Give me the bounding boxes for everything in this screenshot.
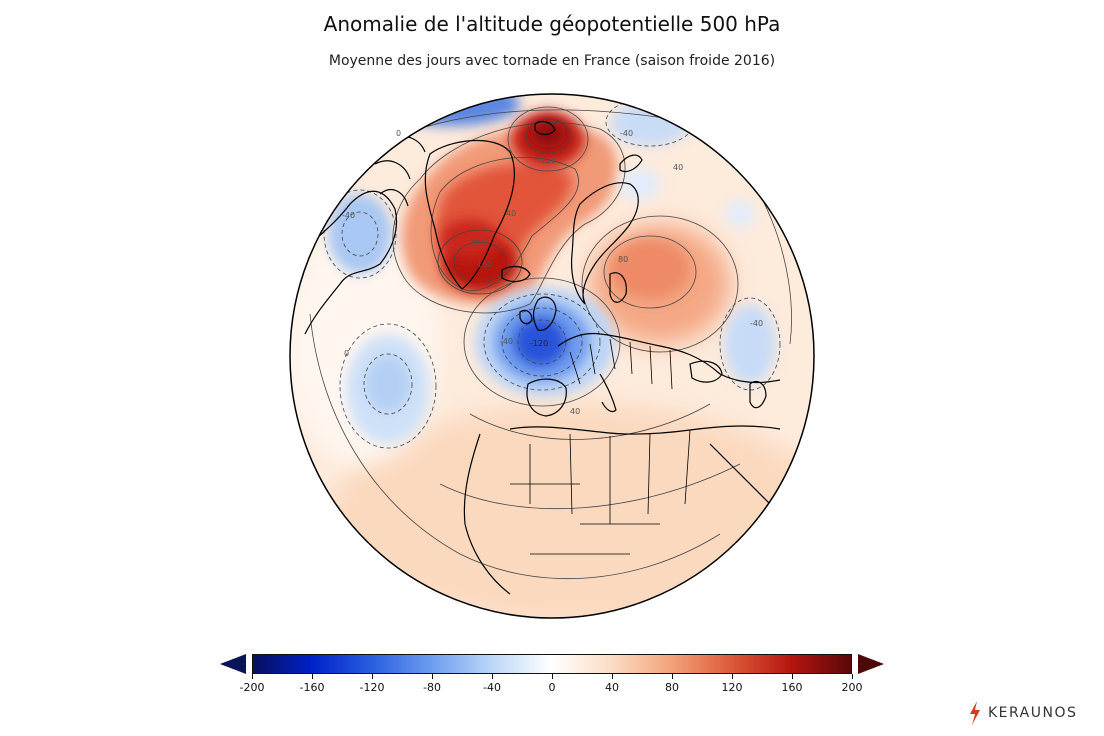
colorbar-tick-mark bbox=[851, 674, 853, 679]
colorbar-tick-label: -120 bbox=[359, 681, 385, 694]
contour-label: -40 bbox=[342, 211, 355, 220]
anomaly-low-labrador bbox=[328, 194, 392, 274]
colorbar-tick-mark bbox=[791, 674, 793, 679]
contour-label: 0 bbox=[396, 129, 401, 138]
anomaly-low-barents bbox=[610, 102, 690, 146]
colorbar-tick-mark bbox=[671, 674, 673, 679]
colorbar-tick-label: 40 bbox=[605, 681, 619, 694]
colorbar-extend-max-arrow bbox=[858, 654, 884, 674]
colorbar-tick-label: 200 bbox=[841, 681, 863, 694]
colorbar-tick-mark bbox=[491, 674, 493, 679]
contour-label: -120 bbox=[538, 156, 556, 165]
colorbar-tick-label: 0 bbox=[548, 681, 556, 694]
borders bbox=[510, 338, 691, 555]
map-subtitle: Moyenne des jours avec tornade en France… bbox=[328, 53, 776, 69]
coastlines bbox=[299, 120, 783, 595]
colorbar-tick-label: -40 bbox=[483, 681, 501, 694]
colorbar-tick-label: 80 bbox=[665, 681, 679, 694]
colorbar: -200 -160 -120 -80 -40 0 40 80 120 160 200 bbox=[220, 650, 884, 696]
colorbar-tick-mark bbox=[611, 674, 613, 679]
anomaly-low-atlantic-core bbox=[366, 356, 410, 412]
colorbar-gradient bbox=[252, 654, 852, 674]
contour-label: 40 bbox=[570, 407, 580, 416]
brand-name: KERAUNOS bbox=[988, 705, 1078, 721]
anomaly-low-ural bbox=[724, 200, 756, 228]
colorbar-extend-min-arrow bbox=[220, 654, 246, 674]
contour-value-labels: -40 -40 -40 -120 40 40 40 80 120 160 -12… bbox=[342, 129, 763, 416]
anomaly-low-pole bbox=[380, 94, 520, 126]
contour-label: -40 bbox=[620, 129, 633, 138]
anomaly-high-east-europe-core bbox=[610, 239, 690, 299]
contour-label: 80 bbox=[618, 255, 628, 264]
anomaly-low-russia bbox=[724, 304, 776, 384]
anomaly-low-france-core bbox=[514, 318, 566, 366]
colorbar-tick-mark bbox=[551, 674, 553, 679]
colorbar-tick-label: 120 bbox=[721, 681, 743, 694]
colorbar-tick-mark bbox=[431, 674, 433, 679]
colorbar-tick-label: -200 bbox=[239, 681, 265, 694]
colorbar-tick-mark bbox=[311, 674, 313, 679]
map-title: Anomalie de l'altitude géopotentielle 50… bbox=[323, 12, 781, 36]
colorbar-tick-label: 160 bbox=[781, 681, 803, 694]
anomaly-low-scandinavia bbox=[620, 168, 660, 200]
colorbar-tick-mark bbox=[251, 674, 253, 679]
globe-map: -40 -40 -40 -120 40 40 40 80 120 160 -12… bbox=[289, 93, 815, 619]
colorbar-tick-label: -160 bbox=[299, 681, 325, 694]
contour-label: 120 bbox=[470, 239, 485, 248]
colorbar-tick-mark bbox=[731, 674, 733, 679]
colorbar-tick-label: -80 bbox=[423, 681, 441, 694]
anomaly-high-greenland-core bbox=[440, 219, 500, 259]
contour-label: -120 bbox=[530, 339, 548, 348]
contour-label: -40 bbox=[500, 337, 513, 346]
lightning-bolt-icon bbox=[970, 701, 980, 725]
contour-label: 40 bbox=[506, 209, 516, 218]
contour-label: 40 bbox=[673, 163, 683, 172]
brand-logo: KERAUNOS bbox=[968, 700, 1077, 726]
contour-label: 160 bbox=[477, 260, 492, 269]
globe-outline bbox=[289, 93, 815, 619]
colorbar-tick-mark bbox=[371, 674, 373, 679]
contour-label: -40 bbox=[750, 319, 763, 328]
contour-label: 0 bbox=[344, 349, 349, 358]
